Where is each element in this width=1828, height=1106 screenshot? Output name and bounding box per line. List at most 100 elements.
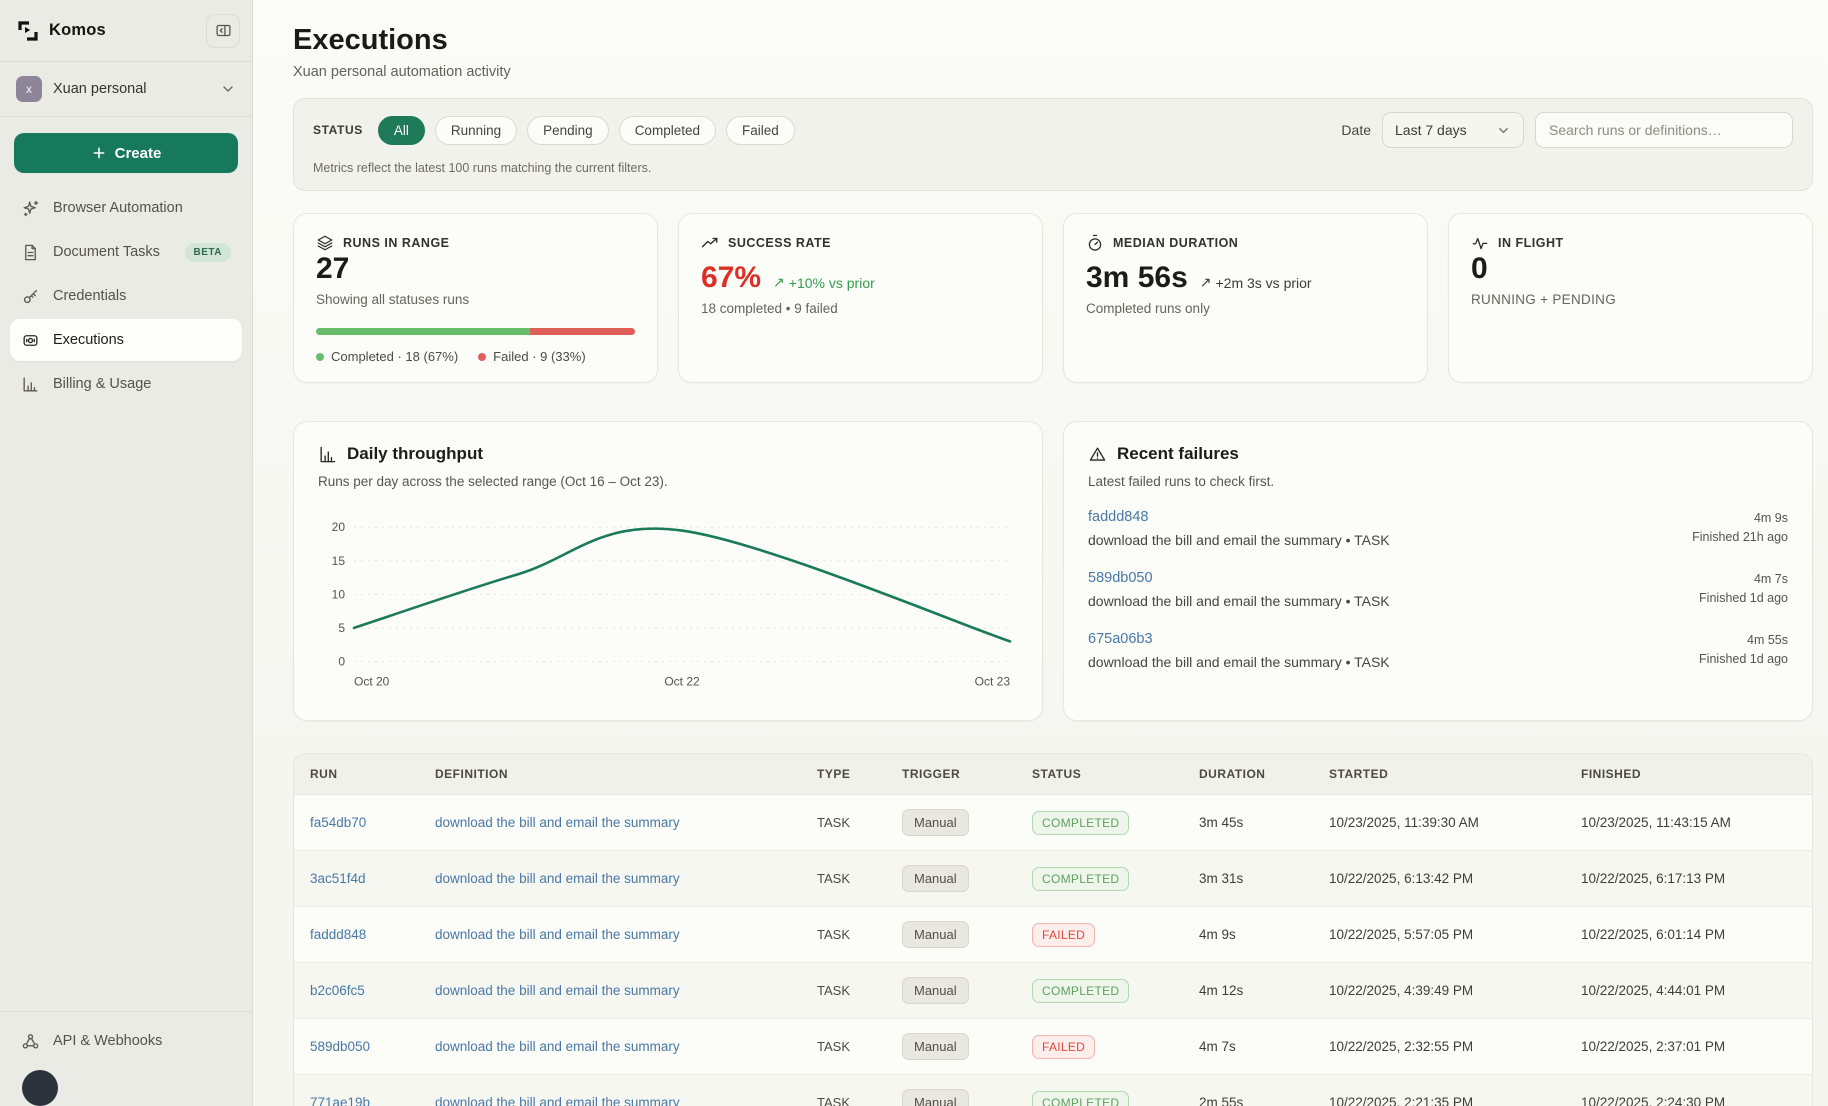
definition-link[interactable]: download the bill and email the summary xyxy=(419,857,801,900)
table-row[interactable]: 589db050 download the bill and email the… xyxy=(294,1019,1812,1075)
throughput-line-chart: 05101520Oct 20Oct 22Oct 23 xyxy=(318,501,1018,701)
col-started: STARTED xyxy=(1313,754,1565,794)
definition-link[interactable]: download the bill and email the summary xyxy=(419,1081,801,1106)
run-id-link[interactable]: b2c06fc5 xyxy=(294,969,419,1012)
metric-delta: +10% vs prior xyxy=(789,275,875,291)
metric-title: RUNS IN RANGE xyxy=(343,236,450,250)
sidebar-item-credentials[interactable]: Credentials xyxy=(10,275,242,317)
date-range-value: Last 7 days xyxy=(1395,122,1467,138)
run-finished: 10/22/2025, 6:01:14 PM xyxy=(1565,913,1812,956)
date-range-select[interactable]: Last 7 days xyxy=(1382,112,1524,148)
table-row[interactable]: faddd848 download the bill and email the… xyxy=(294,907,1812,963)
status-pill-completed[interactable]: Completed xyxy=(619,116,716,145)
trigger-badge: Manual xyxy=(902,1033,969,1060)
status-split-progressbar xyxy=(316,328,635,335)
failure-item: 589db050 download the bill and email the… xyxy=(1088,570,1788,609)
col-trigger: TRIGGER xyxy=(886,754,1016,794)
metric-delta: +2m 3s vs prior xyxy=(1215,275,1311,291)
definition-link[interactable]: download the bill and email the summary xyxy=(419,1025,801,1068)
sidebar-item-executions[interactable]: Executions xyxy=(10,319,242,361)
progress-completed-segment xyxy=(316,328,530,335)
svg-text:5: 5 xyxy=(338,621,345,635)
run-id-link[interactable]: 589db050 xyxy=(294,1025,419,1068)
plus-icon xyxy=(91,145,107,161)
workspace-selector[interactable]: x Xuan personal xyxy=(0,62,252,117)
sidebar-item-browser-automation[interactable]: Browser Automation xyxy=(10,187,242,229)
failures-list: faddd848 download the bill and email the… xyxy=(1088,509,1788,670)
failure-duration: 4m 9s xyxy=(1692,509,1788,528)
date-filter-label: Date xyxy=(1341,122,1371,138)
run-id-link[interactable]: 3ac51f4d xyxy=(294,857,419,900)
run-finished: 10/23/2025, 11:43:15 AM xyxy=(1565,801,1812,844)
key-icon xyxy=(21,287,40,306)
definition-link[interactable]: download the bill and email the summary xyxy=(419,913,801,956)
svg-text:Oct 22: Oct 22 xyxy=(664,675,700,689)
card-in-flight: IN FLIGHT 0 RUNNING + PENDING xyxy=(1448,213,1813,383)
status-pill-failed[interactable]: Failed xyxy=(726,116,795,145)
run-type: TASK xyxy=(801,969,886,1012)
run-id-link[interactable]: faddd848 xyxy=(1088,509,1390,525)
table-row[interactable]: fa54db70 download the bill and email the… xyxy=(294,795,1812,851)
definition-link[interactable]: download the bill and email the summary xyxy=(419,801,801,844)
daily-throughput-panel: Daily throughput Runs per day across the… xyxy=(293,421,1043,721)
app-logo: Komos xyxy=(16,19,106,43)
run-type: TASK xyxy=(801,913,886,956)
user-avatar[interactable] xyxy=(22,1070,58,1106)
run-finished: 10/22/2025, 2:37:01 PM xyxy=(1565,1025,1812,1068)
definition-link[interactable]: download the bill and email the summary xyxy=(419,969,801,1012)
table-row[interactable]: b2c06fc5 download the bill and email the… xyxy=(294,963,1812,1019)
webhook-icon xyxy=(21,1032,40,1051)
sidebar-item-api-webhooks[interactable]: API & Webhooks xyxy=(10,1020,242,1062)
card-success-rate: SUCCESS RATE 67% ↗+10% vs prior 18 compl… xyxy=(678,213,1043,383)
sidebar-nav: Browser Automation Document Tasks BETA C… xyxy=(0,187,252,405)
completed-dot xyxy=(316,353,324,361)
trigger-badge: Manual xyxy=(902,809,969,836)
failure-finished: Finished 1d ago xyxy=(1699,589,1788,608)
sidebar-collapse-button[interactable] xyxy=(206,14,240,48)
svg-text:10: 10 xyxy=(332,587,346,601)
svg-text:Oct 20: Oct 20 xyxy=(354,675,390,689)
table-row[interactable]: 771ae19b download the bill and email the… xyxy=(294,1075,1812,1106)
metric-title: MEDIAN DURATION xyxy=(1113,236,1238,250)
run-id-link[interactable]: 589db050 xyxy=(1088,570,1390,586)
sidebar-item-document-tasks[interactable]: Document Tasks BETA xyxy=(10,231,242,273)
sidebar-item-label: Credentials xyxy=(53,288,126,304)
run-id-link[interactable]: 771ae19b xyxy=(294,1081,419,1106)
run-type: TASK xyxy=(801,801,886,844)
col-status: STATUS xyxy=(1016,754,1183,794)
run-started: 10/22/2025, 2:21:35 PM xyxy=(1313,1081,1565,1106)
status-badge: COMPLETED xyxy=(1032,867,1129,891)
run-duration: 2m 55s xyxy=(1183,1081,1313,1106)
sidebar-header: Komos xyxy=(0,0,252,62)
create-button[interactable]: Create xyxy=(14,133,238,173)
svg-text:20: 20 xyxy=(332,520,346,534)
metric-title: SUCCESS RATE xyxy=(728,236,831,250)
col-definition: DEFINITION xyxy=(419,754,801,794)
failure-description: download the bill and email the summary … xyxy=(1088,593,1390,609)
status-pill-running[interactable]: Running xyxy=(435,116,517,145)
trigger-badge: Manual xyxy=(902,1089,969,1106)
panel-title: Recent failures xyxy=(1117,444,1239,464)
table-row[interactable]: 3ac51f4d download the bill and email the… xyxy=(294,851,1812,907)
failure-finished: Finished 1d ago xyxy=(1699,650,1788,669)
trending-up-icon xyxy=(701,234,719,252)
failure-description: download the bill and email the summary … xyxy=(1088,532,1390,548)
komos-logo-icon xyxy=(16,19,40,43)
search-input[interactable] xyxy=(1535,112,1793,148)
sidebar-item-label: Browser Automation xyxy=(53,200,183,216)
timer-icon xyxy=(1086,234,1104,252)
chevron-down-icon xyxy=(220,81,236,97)
recent-failures-panel: Recent failures Latest failed runs to ch… xyxy=(1063,421,1813,721)
run-id-link[interactable]: fa54db70 xyxy=(294,801,419,844)
sidebar-item-billing-usage[interactable]: Billing & Usage xyxy=(10,363,242,405)
run-id-link[interactable]: faddd848 xyxy=(294,913,419,956)
line-chart-svg: 05101520Oct 20Oct 22Oct 23 xyxy=(318,501,1018,701)
run-id-link[interactable]: 675a06b3 xyxy=(1088,631,1390,647)
workspace-avatar: x xyxy=(16,76,42,102)
status-pill-all[interactable]: All xyxy=(378,116,425,145)
run-finished: 10/22/2025, 6:17:13 PM xyxy=(1565,857,1812,900)
failure-finished: Finished 21h ago xyxy=(1692,528,1788,547)
run-type: TASK xyxy=(801,1081,886,1106)
status-pill-pending[interactable]: Pending xyxy=(527,116,609,145)
runs-table: RUN DEFINITION TYPE TRIGGER STATUS DURAT… xyxy=(293,753,1813,1106)
